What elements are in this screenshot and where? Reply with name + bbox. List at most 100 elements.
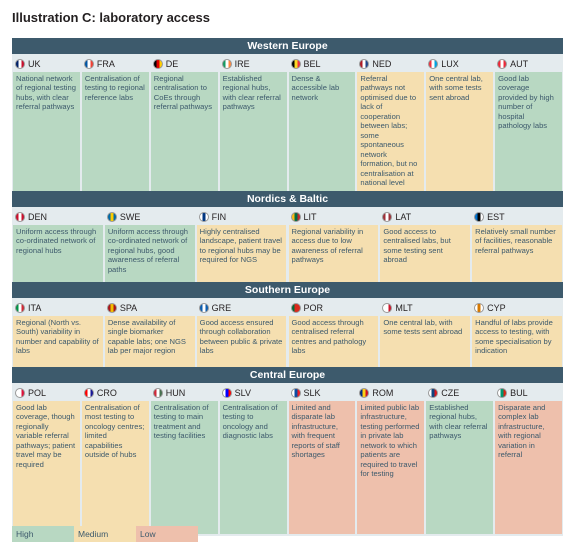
country-description: Uniform access through co-ordinated netw… xyxy=(13,225,103,291)
country-header: FRA xyxy=(81,56,149,71)
country-description: Established regional hubs, with clear re… xyxy=(219,72,287,204)
flag-icon xyxy=(15,211,25,222)
country-row: ITA Regional (North vs. South) variabilit… xyxy=(12,298,563,378)
country-description: Centralisation of testing to oncology an… xyxy=(219,401,287,534)
country-header: LUX xyxy=(426,56,494,71)
country-description: Established regional hubs, with clear re… xyxy=(426,401,494,534)
country-cell-ire: IRE Established regional hubs, with clear… xyxy=(219,56,287,204)
region-panel: Nordics & Baltic DEN Uniform access throug… xyxy=(12,191,563,293)
country-code: SLK xyxy=(303,387,321,398)
country-cell-pol: POL Good lab coverage, though regionally … xyxy=(13,385,80,534)
country-cell-bel: BEL Dense & accessible lab network xyxy=(288,56,356,204)
country-description: Regional (North vs. South) variability i… xyxy=(13,316,103,376)
flag-icon xyxy=(382,211,393,222)
country-code: SPA xyxy=(119,302,138,313)
country-description: Disparate and complex lab infrastructure… xyxy=(495,401,562,534)
country-code: NED xyxy=(372,58,392,69)
country-cell-cze: CZE Established regional hubs, with clear… xyxy=(426,385,494,534)
country-code: IRE xyxy=(234,58,250,69)
country-code: MLT xyxy=(395,302,413,313)
country-cell-bul: BUL Disparate and complex lab infrastruct… xyxy=(495,385,562,534)
flag-icon xyxy=(221,387,232,398)
country-code: SWE xyxy=(119,211,141,222)
country-description: One central lab, with some tests sent ab… xyxy=(426,72,494,204)
flag-icon xyxy=(359,387,370,398)
country-description: Highly centralised landscape, patient tr… xyxy=(196,225,287,291)
country-cell-cro: CRO Centralisation of most testing to onc… xyxy=(81,385,149,534)
country-description: Relatively small number of facilities, r… xyxy=(472,225,562,291)
flag-icon xyxy=(359,58,370,69)
flag-icon xyxy=(198,211,209,222)
country-code: GRE xyxy=(211,302,232,313)
country-header: EST xyxy=(472,209,562,224)
country-code: UK xyxy=(28,58,41,69)
country-cell-ita: ITA Regional (North vs. South) variabilit… xyxy=(13,300,103,376)
country-row: POL Good lab coverage, though regionally … xyxy=(12,383,563,536)
legend-medium: Medium xyxy=(74,526,136,542)
country-description: Good lab coverage provided by high numbe… xyxy=(495,72,562,204)
region-header: Nordics & Baltic xyxy=(12,191,563,207)
country-code: ITA xyxy=(28,302,42,313)
country-cell-spa: SPA Dense availability of single biomarke… xyxy=(104,300,195,376)
country-cell-rom: ROM Limited public lab infrastructure, te… xyxy=(357,385,425,534)
region-panel: Southern Europe ITA Regional (North vs. So… xyxy=(12,282,563,378)
country-cell-cyp: CYP Handful of labs provide access to tes… xyxy=(472,300,562,376)
flag-icon xyxy=(474,302,485,313)
legend-high: High xyxy=(12,526,74,542)
country-cell-por: POR Good access through centralised refer… xyxy=(288,300,379,376)
country-code: DE xyxy=(165,58,179,69)
region-header: Western Europe xyxy=(12,38,563,54)
country-description: Dense availability of single biomarker c… xyxy=(104,316,195,376)
country-cell-lux: LUX One central lab, with some tests sent… xyxy=(426,56,494,204)
country-code: CRO xyxy=(96,387,117,398)
country-header: LIT xyxy=(288,209,379,224)
country-code: POR xyxy=(303,302,324,313)
country-code: HUN xyxy=(165,387,186,398)
country-code: FRA xyxy=(96,58,115,69)
flag-icon xyxy=(428,58,439,69)
country-cell-fra: FRA Centralisation of testing to regional… xyxy=(81,56,149,204)
country-cell-uk: UK National network of regional testing h… xyxy=(13,56,80,204)
flag-icon xyxy=(497,58,508,69)
flag-icon xyxy=(152,58,163,69)
country-header: SLV xyxy=(219,385,287,400)
flag-icon xyxy=(428,387,439,398)
country-code: CYP xyxy=(487,302,506,313)
country-cell-est: EST Relatively small number of facilities… xyxy=(472,209,562,291)
country-header: SLK xyxy=(288,385,356,400)
country-code: POL xyxy=(28,387,47,398)
flag-icon xyxy=(497,387,508,398)
country-header: CYP xyxy=(472,300,562,315)
country-cell-lat: LAT Good access to centralised labs, but … xyxy=(380,209,471,291)
country-code: LIT xyxy=(303,211,317,222)
country-header: SWE xyxy=(104,209,195,224)
country-description: Good access ensured through collaboratio… xyxy=(196,316,287,376)
country-header: NED xyxy=(357,56,425,71)
country-header: ROM xyxy=(357,385,425,400)
flag-icon xyxy=(290,58,301,69)
country-description: Regional variability in access due to lo… xyxy=(288,225,379,291)
country-description: Good access through centralised referral… xyxy=(288,316,379,376)
region-panel: Western Europe UK National network of regi… xyxy=(12,38,563,206)
flag-icon xyxy=(15,387,25,398)
country-description: Referral pathways not optimised due to l… xyxy=(357,72,425,204)
country-header: LAT xyxy=(380,209,471,224)
country-description: Centralisation of most testing to oncolo… xyxy=(81,401,149,534)
legend-low: Low xyxy=(136,526,198,542)
country-cell-swe: SWE Uniform access through co-ordinated n… xyxy=(104,209,195,291)
country-description: Centralisation of testing to regional re… xyxy=(81,72,149,204)
country-cell-ned: NED Referral pathways not optimised due t… xyxy=(357,56,425,204)
country-description: Centralisation of testing to main treatm… xyxy=(150,401,218,534)
country-description: Regional centralisation to CoEs through … xyxy=(150,72,218,204)
country-code: AUT xyxy=(510,58,529,69)
country-cell-mlt: MLT One central lab, with some tests sent… xyxy=(380,300,471,376)
country-description: National network of regional testing hub… xyxy=(13,72,80,204)
country-row: DEN Uniform access through co-ordinated n… xyxy=(12,207,563,293)
country-cell-aut: AUT Good lab coverage provided by high nu… xyxy=(495,56,562,204)
region-header: Southern Europe xyxy=(12,282,563,298)
country-cell-lit: LIT Regional variability in access due to… xyxy=(288,209,379,291)
country-header: BEL xyxy=(288,56,356,71)
country-code: ROM xyxy=(372,387,394,398)
country-code: SLV xyxy=(234,387,251,398)
country-cell-fin: FIN Highly centralised landscape, patient… xyxy=(196,209,287,291)
